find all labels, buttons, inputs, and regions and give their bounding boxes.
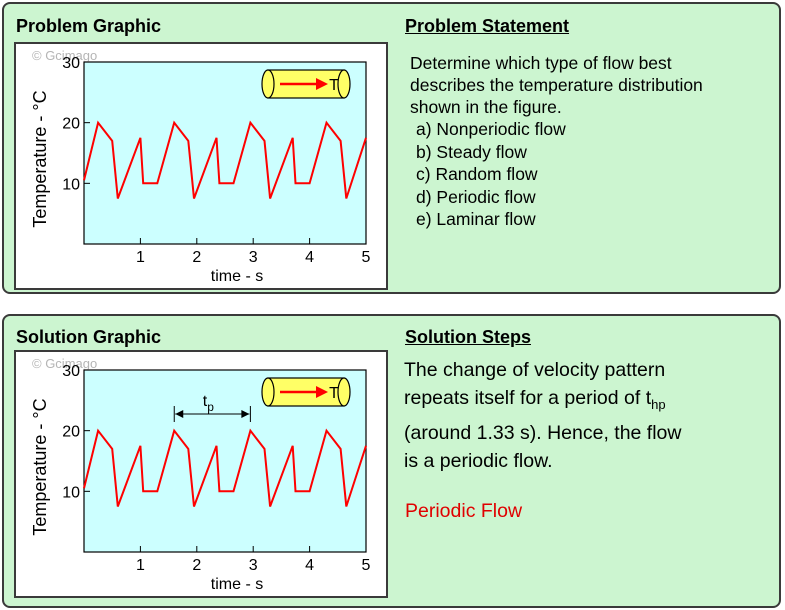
- problem-statement-title: Problem Statement: [405, 16, 570, 36]
- temperature-series-line: [83, 428, 367, 507]
- pipe-label: T: [329, 385, 339, 402]
- choice-b[interactable]: b) Steady flow: [416, 141, 527, 162]
- period-label: tp: [203, 393, 214, 414]
- temperature-chart: © Gcimago 10 20 30 1 2 3 4 5 time - s Temperature …: [30, 48, 371, 285]
- pipe-icon: T: [261, 377, 351, 407]
- y-tick-label: 30: [62, 363, 80, 380]
- statement-line: Determine which type of flow best: [410, 53, 672, 73]
- solution-steps-title: Solution Steps: [405, 327, 531, 347]
- x-tick-label: 5: [362, 249, 371, 266]
- pipe-left-end: [261, 69, 275, 99]
- answer-choices: a) Nonperiodic flow b) Steady flow c) Ra…: [410, 118, 780, 231]
- choice-c[interactable]: c) Random flow: [416, 164, 538, 184]
- period-arrow-left: [175, 410, 184, 418]
- solution-graphic-title: Solution Graphic: [16, 327, 162, 347]
- y-tick-label: 10: [62, 484, 80, 501]
- choice-d[interactable]: d) Periodic flow: [416, 186, 536, 207]
- y-axis-label: Temperature - °C: [30, 398, 50, 535]
- pipe-right-end: [337, 69, 351, 99]
- y-tick-label: 20: [62, 424, 80, 441]
- period-indicator: tp: [173, 393, 251, 422]
- final-answer: Periodic Flow: [405, 500, 523, 522]
- steps-line: is a periodic flow.: [404, 449, 553, 472]
- choice-a[interactable]: a) Nonperiodic flow: [416, 119, 566, 139]
- statement-line: shown in the figure.: [410, 97, 562, 117]
- pipe-label: T: [329, 77, 339, 94]
- choice-e[interactable]: e) Laminar flow: [416, 209, 536, 229]
- statement-line: describes the temperature distribution: [410, 75, 703, 95]
- pipe-right-end: [337, 377, 351, 407]
- x-tick-label: 4: [305, 557, 314, 574]
- problem-graphic-title: Problem Graphic: [16, 16, 162, 36]
- y-tick-label: 20: [62, 116, 80, 133]
- pipe-icon: T: [261, 69, 351, 99]
- problem-panel: Problem Graphic Problem Statement © Gcim…: [2, 2, 781, 294]
- problem-statement-text: Determine which type of flow best descri…: [410, 52, 780, 231]
- y-tick-label: 10: [62, 176, 80, 193]
- x-axis-label: time - s: [211, 576, 263, 593]
- temperature-series-line: [83, 120, 367, 199]
- x-tick-label: 2: [192, 249, 201, 266]
- x-tick-label: 2: [192, 557, 201, 574]
- period-arrow-right: [241, 410, 250, 418]
- solution-steps-text: The change of velocity pattern repeats i…: [404, 356, 764, 475]
- x-tick-label: 4: [305, 249, 314, 266]
- solution-graph-box: © Gcimago 10 20 30 1 2 3 4 5 time - s Temperature …: [14, 350, 388, 598]
- steps-line: (around 1.33 s). Hence, the flow: [404, 421, 682, 444]
- x-axis-label: time - s: [211, 268, 263, 285]
- x-tick-label: 3: [249, 249, 258, 266]
- flow-arrow-head: [316, 78, 328, 90]
- pipe-left-end: [261, 377, 275, 407]
- y-tick-label: 30: [62, 55, 80, 72]
- temperature-chart-with-period: © Gcimago 10 20 30 1 2 3 4 5 time - s Temperature …: [30, 356, 371, 593]
- flow-arrow-head: [316, 386, 328, 398]
- x-tick-label: 5: [362, 557, 371, 574]
- y-axis-label: Temperature - °C: [30, 90, 50, 227]
- solution-panel: Solution Graphic Solution Steps © Gcimag…: [2, 314, 781, 608]
- steps-line: repeats itself for a period of thp: [404, 387, 666, 412]
- steps-line: The change of velocity pattern: [404, 359, 666, 381]
- x-tick-label: 1: [136, 557, 145, 574]
- copyright-text: © Gcimago: [32, 356, 97, 371]
- x-tick-label: 1: [136, 249, 145, 266]
- x-tick-label: 3: [249, 557, 258, 574]
- problem-graph-box: © Gcimago 10 20 30 1 2 3 4 5 time - s Temperature …: [14, 42, 388, 290]
- copyright-text: © Gcimago: [32, 48, 97, 63]
